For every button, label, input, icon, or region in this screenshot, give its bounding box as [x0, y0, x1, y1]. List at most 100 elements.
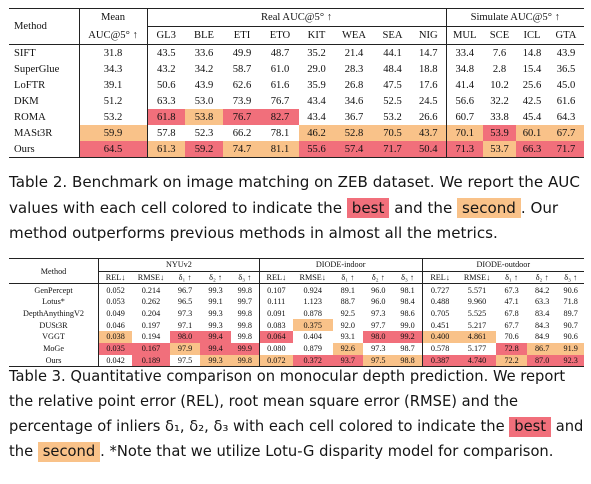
- metric-cell-nyuv2: 0.189: [132, 354, 170, 368]
- column-header-nig: NIG: [411, 26, 446, 45]
- metric-cell-diode-outdoor: 0.488: [421, 296, 458, 308]
- metric-cell-diode-outdoor: 5.217: [467, 320, 487, 330]
- subcolumn-header-diode-outdoor-4: δ₃ ↑: [557, 271, 584, 285]
- second-legend-chip: second: [457, 197, 521, 218]
- method-name: DepthAnythingV2: [23, 309, 84, 319]
- column-header-icl: ICL: [516, 26, 548, 45]
- method-name: Lotus*: [42, 297, 65, 307]
- metric-cell-nyuv2: 99.8: [230, 354, 260, 368]
- metric-cell-diode-indoor: 96.0: [371, 285, 386, 295]
- metric-cell-diode-outdoor: 90.7: [563, 320, 578, 330]
- value-cell-wea: 57.4: [334, 141, 374, 158]
- value-cell-eti: 58.7: [232, 63, 252, 75]
- value-cell-kit: 35.2: [299, 44, 334, 61]
- metric-cell-diode-indoor: 0.064: [258, 331, 293, 343]
- value-cell-eto: 78.1: [270, 127, 290, 139]
- metric-cell-diode-outdoor: 5.571: [467, 285, 487, 295]
- subcolumn-header-nyuv2-1: RMSE↓: [132, 271, 170, 285]
- metric-cell-diode-indoor: 0.083: [258, 319, 293, 332]
- value-cell-kit: 35.9: [307, 79, 326, 91]
- table-row: SIFT 31.8 43.5 33.6 49.9 48.7 35.2 21.4 44.1 14.7…: [9, 44, 584, 61]
- value-cell-mul: 70.1: [445, 125, 483, 141]
- metric-cell-diode-indoor: 97.5: [363, 354, 394, 368]
- best-legend-chip: best: [346, 197, 390, 218]
- value-cell-nig: 26.6: [418, 111, 438, 123]
- value-cell-wea: 34.6: [344, 95, 364, 107]
- value-cell-gl3: 63.3: [146, 93, 185, 109]
- method-name: VGGT: [42, 332, 65, 342]
- table-row: SuperGlue 34.3 43.2 34.2 58.7 61.0 29.0 28.3 48.…: [9, 61, 584, 77]
- value-cell-wea: 52.8: [334, 125, 374, 141]
- caption2-text-3: . Our method outperforms previous method…: [9, 198, 559, 243]
- metric-cell-diode-outdoor: 72.2: [496, 354, 527, 368]
- metric-cell-diode-outdoor: 67.3: [504, 285, 519, 295]
- depth-table-body: GenPercept 0.052 0.214 96.7 99.3 99.8 0.107 0.9…: [9, 283, 584, 368]
- column-header-wea: WEA: [334, 26, 374, 45]
- group-header-diode-indoor: DIODE-indoor: [258, 258, 423, 272]
- mean-auc-cell: 31.8: [78, 44, 147, 61]
- value-cell-ble: 53.0: [194, 95, 214, 107]
- metric-cell-diode-indoor: 89.1: [340, 285, 355, 295]
- value-cell-eto: 82.7: [261, 109, 299, 125]
- value-cell-eto: 61.6: [270, 79, 290, 91]
- value-cell-gl3: 50.6: [146, 77, 185, 93]
- metric-cell-diode-outdoor: 92.3: [557, 354, 584, 368]
- metric-cell-nyuv2: 97.1: [177, 320, 193, 330]
- value-cell-gta: 45.0: [556, 79, 576, 91]
- value-cell-nig: 18.8: [418, 63, 438, 75]
- value-cell-mul: 60.7: [445, 109, 483, 125]
- metric-cell-diode-indoor: 0.404: [303, 332, 322, 342]
- subcolumn-header-nyuv2-0: REL↓: [98, 271, 133, 285]
- caption2-text-2: and the: [394, 198, 453, 217]
- simulate-auc-header: Simulate AUC@5° ↑: [445, 8, 584, 27]
- caption2-text-1: Table 2. Benchmark on image matching on …: [9, 173, 580, 217]
- group-header-diode-outdoor: DIODE-outdoor: [421, 258, 584, 272]
- metric-cell-diode-outdoor: 67.8: [504, 309, 519, 319]
- subcolumn-header-diode-indoor-1: RMSE↓: [292, 271, 333, 285]
- table-row: GenPercept 0.052 0.214 96.7 99.3 99.8 0.107 0.9…: [9, 283, 584, 297]
- metric-cell-nyuv2: 97.9: [169, 342, 201, 355]
- value-cell-eti: 49.9: [223, 44, 261, 61]
- value-cell-gl3: 57.8: [146, 125, 185, 141]
- metric-cell-nyuv2: 99.8: [237, 285, 252, 295]
- metric-cell-diode-outdoor: 5.177: [467, 344, 487, 354]
- column-header-eti: ETI: [223, 26, 261, 45]
- method-name: LoFTR: [14, 79, 46, 91]
- metric-cell-nyuv2: 0.052: [98, 283, 133, 297]
- value-cell-icl: 14.8: [516, 44, 548, 61]
- metric-cell-nyuv2: 97.5: [169, 354, 201, 368]
- mean-auc-cell: 51.2: [78, 93, 147, 109]
- subcolumn-header-nyuv2-3: δ₂ ↑: [200, 271, 231, 285]
- metric-cell-diode-indoor: 98.6: [400, 309, 415, 319]
- metric-cell-nyuv2: 99.7: [237, 297, 252, 307]
- metric-cell-nyuv2: 96.5: [177, 297, 193, 307]
- metric-cell-diode-outdoor: 47.1: [504, 297, 519, 307]
- subcolumn-header-diode-outdoor-3: δ₂ ↑: [526, 271, 558, 285]
- table-row: MoGe 0.035 0.167 97.9 99.4 99.9 0.080 0.879 92.6…: [9, 342, 584, 355]
- value-cell-nig: 14.7: [411, 44, 446, 61]
- metric-cell-diode-outdoor: 90.6: [563, 285, 578, 295]
- table-row: ROMA 53.2 61.8 53.8 76.7 82.7 43.4 36.7 53.2 26.6…: [9, 109, 584, 125]
- metric-cell-diode-indoor: 98.0: [363, 331, 394, 343]
- metric-cell-nyuv2: 99.1: [208, 297, 223, 307]
- metric-cell-diode-indoor: 0.091: [258, 307, 293, 320]
- value-cell-kit: 43.4: [307, 95, 326, 107]
- value-cell-sce: 2.8: [492, 63, 507, 75]
- caption3-text-2: and the: [9, 418, 584, 460]
- value-cell-gta: 64.3: [556, 111, 576, 123]
- value-cell-mul: 71.3: [445, 141, 483, 158]
- column-header-gl3: GL3: [146, 26, 185, 45]
- metric-cell-nyuv2: 99.4: [200, 331, 231, 343]
- metric-cell-diode-indoor: 97.3: [371, 309, 386, 319]
- value-cell-wea: 26.8: [344, 79, 364, 91]
- value-cell-eto: 76.7: [270, 95, 290, 107]
- column-header-mul: MUL: [445, 26, 483, 45]
- value-cell-sea: 71.7: [374, 141, 411, 158]
- value-cell-icl: 15.4: [522, 63, 542, 75]
- column-header-sea: SEA: [374, 26, 411, 45]
- table-row: DUSt3R 0.046 0.197 97.1 99.3 99.8 0.083 0.375 92…: [9, 319, 584, 332]
- value-cell-nig: 24.5: [418, 95, 438, 107]
- method-name: DUSt3R: [39, 320, 68, 330]
- value-cell-sce: 53.7: [483, 141, 516, 158]
- metric-cell-diode-outdoor: 0.727: [421, 283, 458, 297]
